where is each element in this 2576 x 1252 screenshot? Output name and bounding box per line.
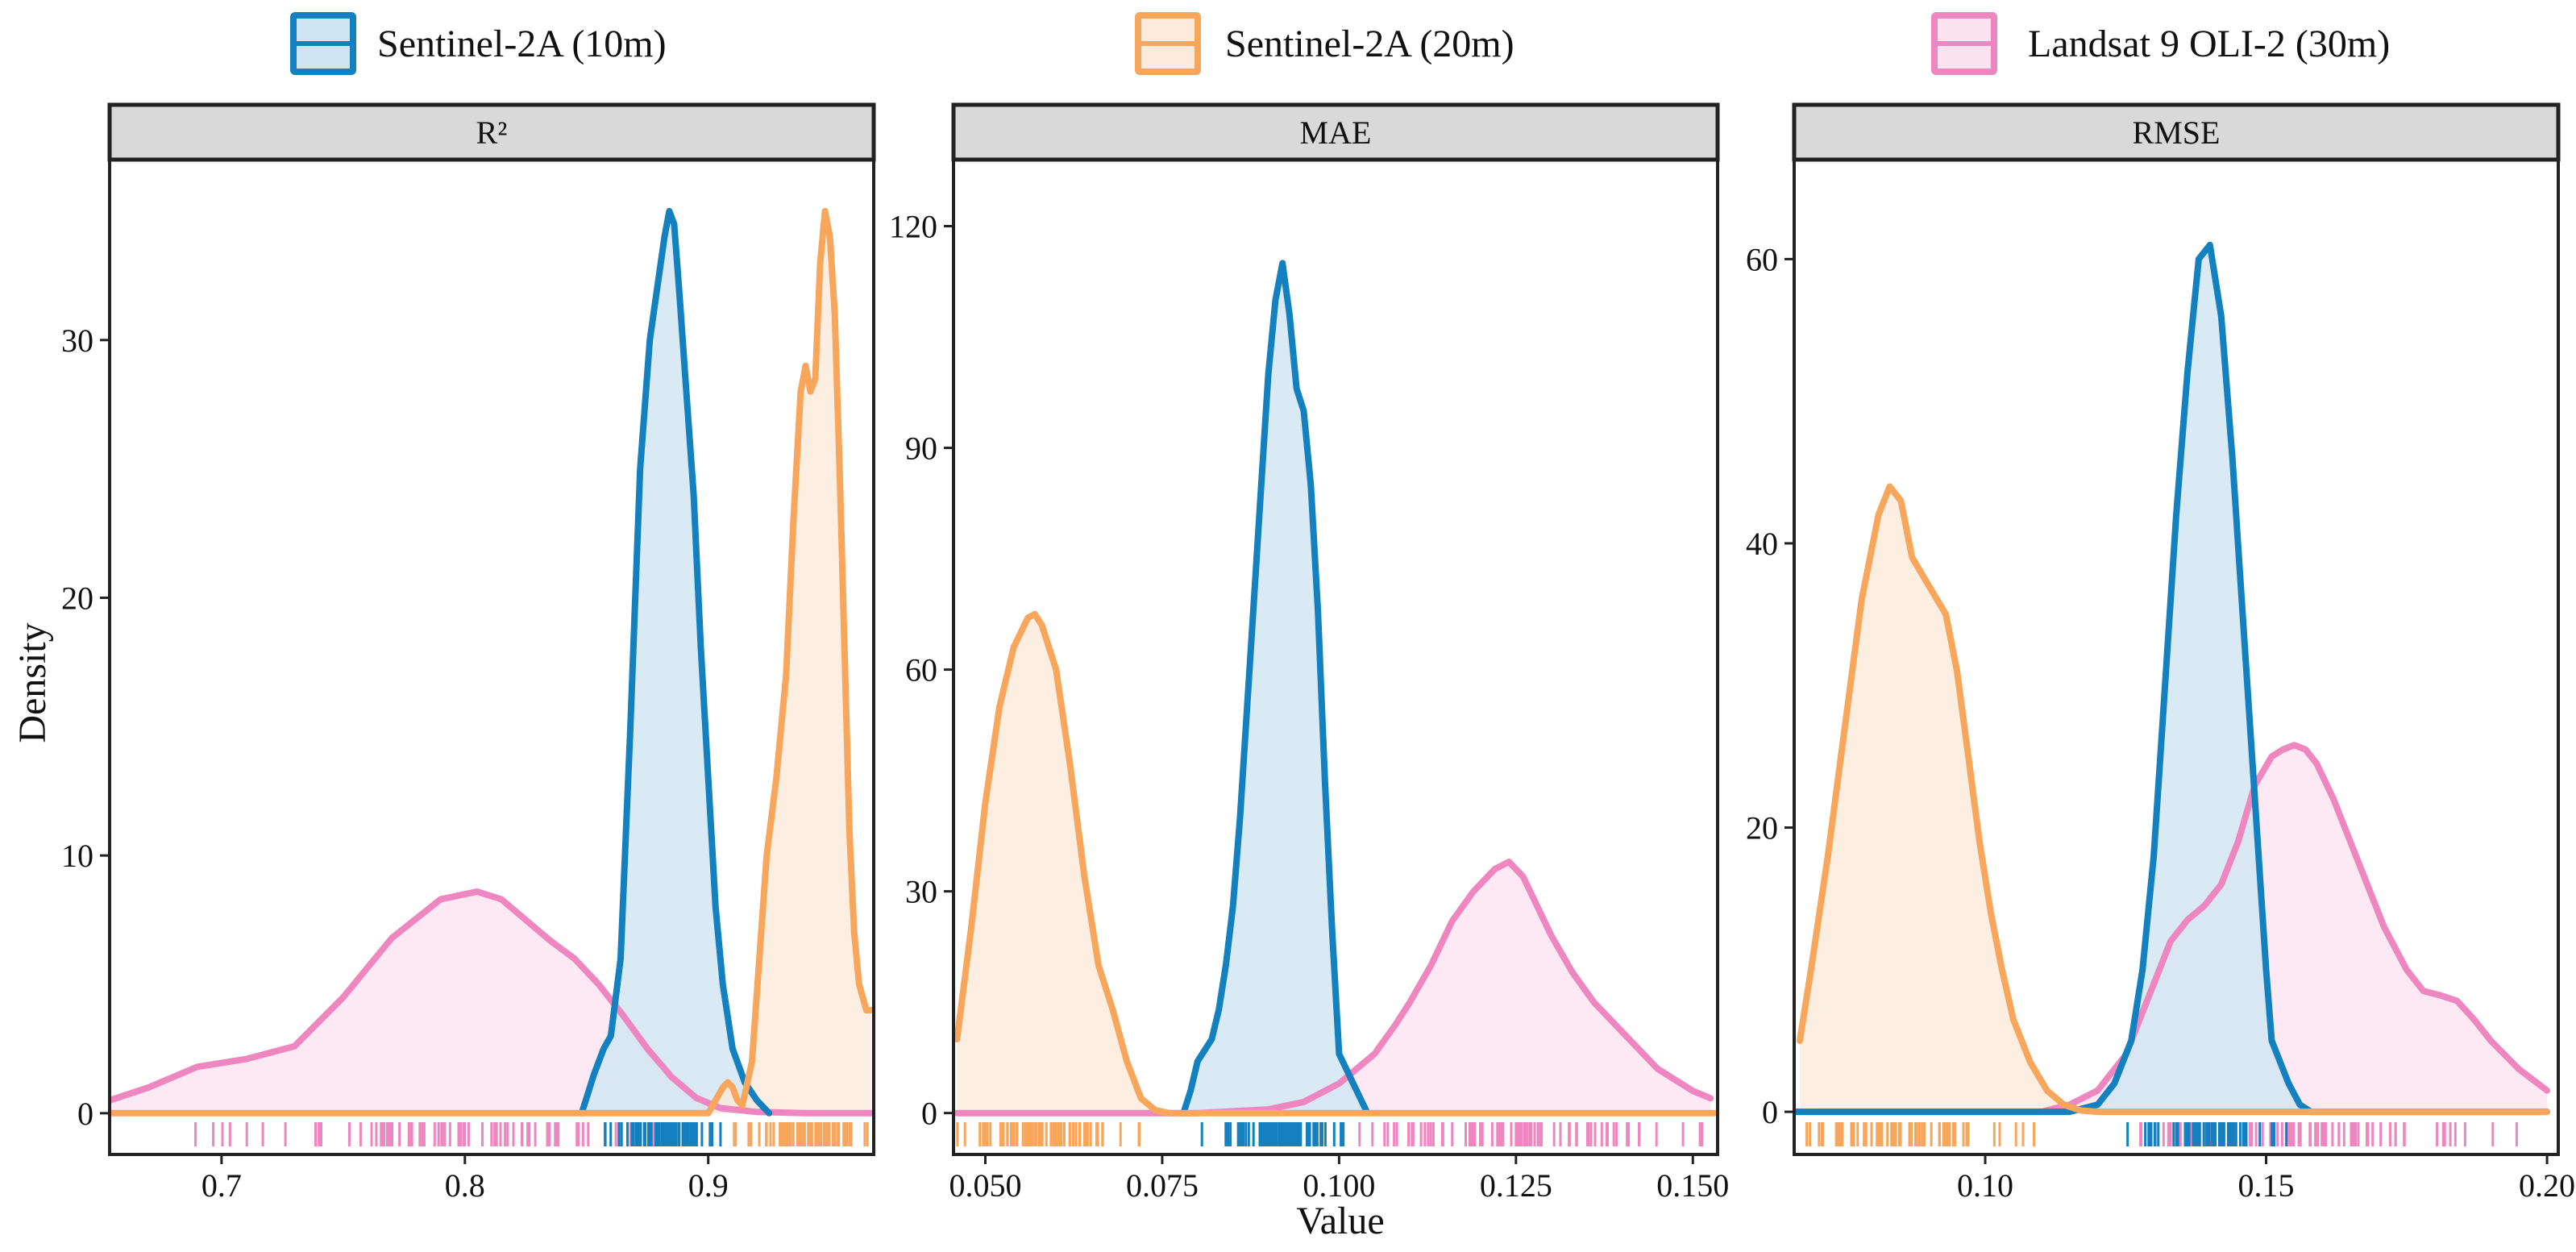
panel-r2: R² 0 10 20 30 0.7 0.8 0.9 (61, 102, 876, 1204)
y-tick-label-mae: 30 (905, 874, 937, 910)
density-line-sentinel-20m-mae (954, 610, 1718, 1117)
legend-label-sentinel-10m: Sentinel-2A (10m) (377, 23, 667, 65)
curves-rmse (1794, 241, 2551, 1116)
curves-mae (954, 260, 1718, 1117)
x-tick-label-r2: 0.8 (445, 1167, 485, 1204)
strip-rmse (1792, 102, 2561, 162)
y-tick-label-r2: 10 (61, 838, 93, 874)
x-tick-label-rmse: 0.20 (2519, 1167, 2575, 1204)
y-tick-label-r2: 20 (61, 580, 93, 616)
density-area-sentinel-10m-rmse (1794, 244, 2548, 1113)
strip-mae (951, 102, 1720, 162)
strip-label-r2: R² (476, 114, 508, 151)
x-tick-label-mae: 0.100 (1303, 1167, 1375, 1204)
legend-label-landsat-30m: Landsat 9 OLI-2 (30m) (2028, 23, 2390, 65)
y-tick-label-rmse: 0 (1762, 1094, 1778, 1130)
density-line-sentinel-20m-rmse (1797, 483, 2551, 1116)
legend-entry-sentinel-10m: Sentinel-2A (10m) (290, 12, 667, 75)
density-area-sentinel-20m-rmse (1800, 486, 2548, 1113)
x-tick-label-mae: 0.050 (949, 1167, 1022, 1204)
density-area-sentinel-10m-mae (1183, 263, 1368, 1113)
y-tick-label-rmse: 20 (1746, 810, 1778, 846)
legend: Sentinel-2A (10m) Sentinel-2A (20m) Land… (290, 12, 2390, 75)
strip-label-mae: MAE (1300, 114, 1372, 151)
density-line-landsat-30m-mae (954, 859, 1714, 1117)
curves-r2 (110, 207, 874, 1117)
rug-marks-mae (956, 1122, 1704, 1146)
x-tick-label-r2: 0.7 (202, 1167, 242, 1204)
x-axis-title: Value (1296, 1200, 1384, 1242)
rug-marks-rmse (1805, 1122, 2518, 1146)
rug-marks-r2 (194, 1122, 869, 1146)
y-tick-label-rmse: 60 (1746, 241, 1778, 277)
density-area-landsat-30m-r2 (110, 891, 871, 1113)
density-area-sentinel-20m-r2 (110, 210, 871, 1113)
density-line-sentinel-20m-r2 (110, 207, 874, 1117)
x-tick-label-rmse: 0.10 (1957, 1167, 2013, 1204)
y-tick-label-mae: 60 (905, 652, 937, 688)
density-area-landsat-30m-mae (957, 862, 1711, 1113)
density-line-sentinel-10m-r2 (578, 207, 773, 1117)
density-area-sentinel-10m-r2 (581, 210, 770, 1113)
strip-r2 (107, 102, 876, 162)
y-tick-label-mae: 0 (921, 1096, 937, 1132)
legend-entry-landsat-30m: Landsat 9 OLI-2 (30m) (1931, 12, 2390, 75)
x-tick-label-mae: 0.075 (1126, 1167, 1199, 1204)
density-line-sentinel-10m-mae (1180, 260, 1371, 1117)
y-tick-label-mae: 90 (905, 431, 937, 467)
panel-rmse: RMSE 0 20 40 60 0.10 0.15 0.20 (1746, 102, 2575, 1204)
density-line-sentinel-10m-rmse (1794, 241, 2551, 1116)
y-axis-title: Density (11, 622, 54, 742)
legend-label-sentinel-20m: Sentinel-2A (20m) (1225, 23, 1514, 65)
y-tick-label-mae: 120 (889, 209, 937, 245)
strip-label-rmse: RMSE (2133, 114, 2221, 151)
x-tick-label-mae: 0.150 (1656, 1167, 1729, 1204)
y-tick-label-rmse: 40 (1746, 526, 1778, 562)
density-line-landsat-30m-r2 (110, 888, 874, 1117)
density-area-sentinel-20m-mae (957, 614, 1714, 1113)
legend-entry-sentinel-20m: Sentinel-2A (20m) (1135, 12, 1514, 75)
y-tick-label-r2: 30 (61, 322, 93, 359)
density-line-landsat-30m-rmse (1794, 742, 2551, 1116)
x-tick-label-rmse: 0.15 (2238, 1167, 2295, 1204)
density-area-landsat-30m-rmse (1794, 745, 2548, 1113)
x-tick-label-mae: 0.125 (1480, 1167, 1552, 1204)
panel-mae: MAE 0 30 60 90 120 0.050 0.075 0.100 0.125 0.150 (889, 102, 1729, 1204)
y-tick-label-r2: 0 (77, 1096, 93, 1132)
facet-panels: R² 0 10 20 30 0.7 0.8 0.9 MAE 0 30 60 90 120 0.050 0.07… (61, 102, 2575, 1204)
x-tick-label-r2: 0.9 (688, 1167, 729, 1204)
